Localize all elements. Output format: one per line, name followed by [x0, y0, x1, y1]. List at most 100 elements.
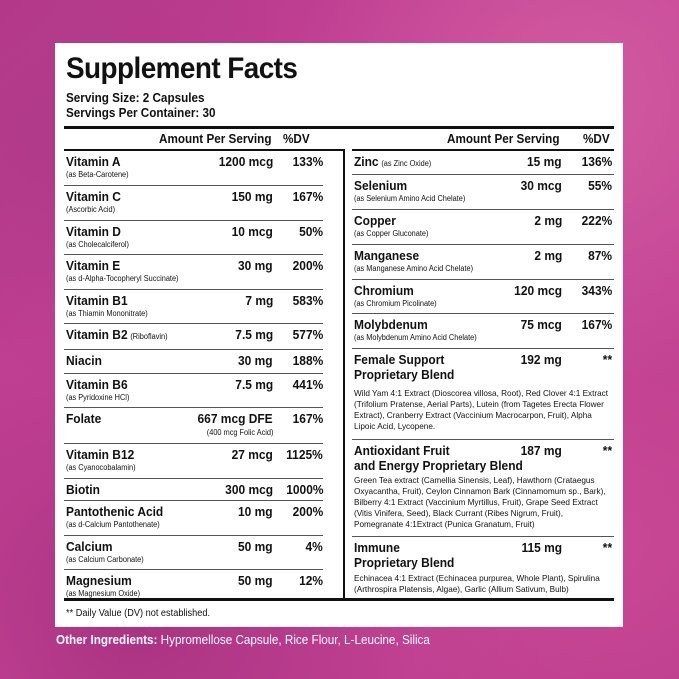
other-ingredients: Other Ingredients: Hypromellose Capsule,… — [56, 632, 430, 647]
nutrient-name-text: Chromium — [354, 283, 414, 298]
nutrient-dv: 200% — [292, 258, 323, 273]
subheader-rule-right — [352, 149, 614, 151]
nutrient-row: Vitamin B6 (as Pyridoxine HCl) 7.5 mg 441% — [64, 374, 323, 408]
blend-name: Immune Proprietary Blend — [354, 540, 454, 570]
nutrient-amount: 50 mg — [238, 539, 273, 554]
nutrient-amount: 30 mg — [238, 258, 273, 273]
nutrient-source: (as Molybdenum Amino Acid Chelate) — [354, 333, 477, 342]
col-amount-left: Amount Per Serving — [159, 131, 272, 146]
blend-name-line2: and Energy Proprietary Blend — [354, 458, 523, 473]
nutrient-amount: 7.5 mg — [235, 377, 273, 392]
nutrient-name-text: Vitamin E — [66, 258, 121, 273]
other-ingredients-label: Other Ingredients: — [56, 632, 158, 647]
nutrient-dv: 1000% — [285, 482, 323, 497]
nutrient-name-text: Vitamin B12 — [66, 447, 135, 462]
nutrient-dv: 167% — [292, 411, 323, 426]
blend-amount: 187 mg — [520, 443, 562, 458]
nutrient-source: (as Magnesium Oxide) — [66, 589, 141, 598]
nutrient-name-text: Selenium — [354, 178, 408, 193]
nutrient-row: Magnesium (as Magnesium Oxide) 50 mg 12% — [64, 570, 323, 606]
nutrient-name: Vitamin B2 (Riboflavin) — [66, 327, 168, 342]
nutrient-dv: 50% — [299, 224, 323, 239]
nutrient-dv: 136% — [581, 154, 612, 169]
nutrient-amount: 2 mg — [534, 213, 562, 228]
nutrient-name: Molybdenum — [354, 317, 428, 332]
nutrient-name: Zinc (as Zinc Oxide) — [354, 154, 431, 169]
nutrient-source: (as Copper Gluconate) — [354, 229, 429, 238]
nutrient-row: Vitamin E (as d-Alpha-Tocopheryl Succinat… — [64, 255, 323, 290]
nutrient-name: Biotin — [66, 482, 100, 497]
nutrient-row: Zinc (as Zinc Oxide) 15 mg 136% — [352, 151, 614, 175]
nutrient-name: Folate — [66, 411, 101, 426]
nutrient-name: Manganese — [354, 248, 419, 263]
nutrient-source: (as d-Alpha-Tocopheryl Succinate) — [66, 274, 179, 283]
nutrient-dv: 222% — [581, 213, 612, 228]
blend-row: Immune Proprietary Blend 115 mg ** Echinacea… — [352, 537, 614, 606]
nutrient-name-text: Calcium — [66, 539, 113, 554]
blend-name: Antioxidant Fruit and Energy Proprietary … — [354, 443, 523, 473]
left-column: Vitamin A (as Beta-Carotene) 1200 mcg 133% V… — [64, 151, 323, 606]
nutrient-name: Vitamin A — [66, 154, 121, 169]
nutrient-source: (as Manganese Amino Acid Chelate) — [354, 264, 474, 273]
nutrient-amount: 150 mg — [231, 189, 273, 204]
nutrient-source: (as Thiamin Mononitrate) — [66, 309, 148, 318]
nutrient-amount: 50 mg — [238, 573, 273, 588]
nutrient-amount: 10 mcg — [231, 224, 273, 239]
blend-name-line1: Immune — [354, 540, 400, 555]
nutrient-name: Copper — [354, 213, 396, 228]
nutrient-row: Vitamin C (Ascorbic Acid) 150 mg 167% — [64, 186, 323, 221]
nutrient-source: (as Beta-Carotene) — [66, 170, 129, 179]
column-divider — [343, 149, 345, 598]
blend-row: Female Support Proprietary Blend 192 mg ** W… — [352, 349, 614, 440]
nutrient-name: Chromium — [354, 283, 414, 298]
nutrient-dv: 167% — [292, 189, 323, 204]
footnote: ** Daily Value (DV) not established. — [66, 608, 211, 619]
nutrient-row: Vitamin A (as Beta-Carotene) 1200 mcg 133% — [64, 151, 323, 186]
nutrient-amount: 667 mcg DFE — [197, 411, 273, 426]
blend-name-line1: Antioxidant Fruit — [354, 443, 450, 458]
nutrient-name-text: Niacin — [66, 353, 102, 368]
nutrient-amount: 7.5 mg — [235, 327, 273, 342]
blend-name: Female Support Proprietary Blend — [354, 352, 454, 382]
nutrient-dv: 133% — [292, 154, 323, 169]
nutrient-name: Niacin — [66, 353, 102, 368]
header-rule — [64, 126, 614, 129]
blend-name-line2: Proprietary Blend — [354, 555, 455, 570]
nutrient-source: (as Zinc Oxide) — [381, 159, 432, 168]
nutrient-name-text: Vitamin A — [66, 154, 121, 169]
nutrient-source: (Riboflavin) — [130, 332, 168, 341]
nutrient-dv: 1125% — [286, 447, 323, 462]
nutrient-amount: 10 mg — [238, 504, 273, 519]
serving-size: Serving Size: 2 Capsules — [66, 90, 205, 105]
blend-dv: ** — [602, 443, 612, 458]
nutrient-name-text: Biotin — [66, 482, 100, 497]
nutrient-name-text: Vitamin D — [66, 224, 121, 239]
nutrient-source: (as d-Calcium Pantothenate) — [66, 520, 160, 529]
nutrient-amount: 7 mg — [245, 293, 273, 308]
nutrient-name-text: Pantothenic Acid — [66, 504, 164, 519]
nutrient-row: Selenium (as Selenium Amino Acid Chelate)… — [352, 175, 614, 210]
serving-info: Serving Size: 2 Capsules Servings Per Co… — [66, 90, 216, 120]
nutrient-amount: 30 mg — [238, 353, 273, 368]
nutrient-name-text: Zinc — [354, 154, 379, 169]
nutrient-name: Vitamin D — [66, 224, 121, 239]
nutrient-dv: 583% — [292, 293, 323, 308]
nutrient-row: Biotin 300 mcg 1000% — [64, 479, 323, 501]
nutrient-source: (as Selenium Amino Acid Chelate) — [354, 194, 466, 203]
nutrient-name: Selenium — [354, 178, 407, 193]
label-title: Supplement Facts — [66, 52, 298, 85]
nutrient-row: Molybdenum (as Molybdenum Amino Acid Chel… — [352, 314, 614, 349]
nutrient-source: (Ascorbic Acid) — [66, 205, 116, 214]
blend-row: Antioxidant Fruit and Energy Proprietary … — [352, 440, 614, 537]
nutrient-row: Chromium (as Chromium Picolinate) 120 mcg 3… — [352, 280, 614, 314]
nutrient-name-text: Vitamin B1 — [66, 293, 128, 308]
blend-ingredients: Wild Yam 4:1 Extract (Dioscorea villosa,… — [354, 389, 609, 431]
supplement-facts-panel: Supplement Facts Serving Size: 2 Capsule… — [55, 43, 623, 627]
nutrient-dv: 188% — [292, 353, 323, 368]
right-column: Zinc (as Zinc Oxide) 15 mg 136% Selenium (as … — [352, 151, 614, 606]
nutrient-dv: 167% — [581, 317, 612, 332]
blend-dv: ** — [602, 352, 612, 367]
nutrient-name-text: Folate — [66, 411, 102, 426]
other-ingredients-value: Hypromellose Capsule, Rice Flour, L-Leuc… — [160, 632, 430, 647]
nutrient-amount: 27 mcg — [231, 447, 273, 462]
